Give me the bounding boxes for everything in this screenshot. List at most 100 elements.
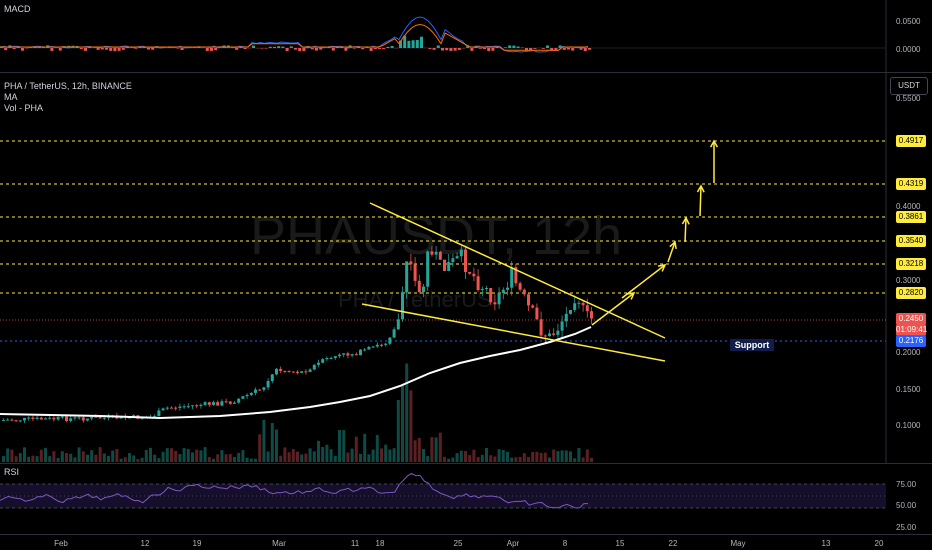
macd-histogram-bar bbox=[525, 48, 528, 51]
arrowhead-icon bbox=[709, 139, 719, 148]
macd-histogram-bar bbox=[285, 48, 289, 52]
macd-histogram-bar bbox=[550, 48, 554, 51]
macd-histogram-bar bbox=[260, 48, 264, 49]
candle bbox=[191, 405, 194, 407]
macd-histogram-bar bbox=[315, 48, 318, 51]
candle bbox=[216, 402, 220, 406]
volume-bar bbox=[31, 455, 35, 462]
time-axis[interactable]: Feb 12 19 Mar 11 18 25 Apr 8 15 22 May 13 20 bbox=[0, 535, 932, 550]
candle bbox=[254, 389, 257, 393]
symbol-title[interactable]: PHA / TetherUS, 12h, BINANCE bbox=[4, 81, 132, 91]
macd-histogram-bar bbox=[436, 45, 440, 48]
candle bbox=[426, 251, 430, 287]
volume-bar bbox=[296, 451, 299, 462]
volume-bar bbox=[102, 453, 106, 462]
level-tag: 0.3861 bbox=[896, 211, 926, 223]
projection-segment bbox=[684, 217, 687, 243]
volume-bar bbox=[321, 447, 325, 462]
candle bbox=[447, 261, 451, 271]
volume-bar bbox=[144, 449, 148, 462]
candle bbox=[501, 289, 505, 293]
candle bbox=[48, 417, 52, 419]
candle bbox=[577, 302, 581, 304]
volume-bar bbox=[581, 457, 585, 462]
wedge-upper-line[interactable] bbox=[369, 202, 666, 339]
macd-histogram-bar bbox=[205, 48, 209, 51]
volume-bar bbox=[342, 430, 346, 462]
volume-bar bbox=[279, 455, 283, 462]
macd-histogram-bar bbox=[151, 48, 155, 50]
macd-histogram-bar bbox=[289, 46, 293, 48]
macd-histogram-bar bbox=[180, 48, 184, 50]
macd-histogram-bar bbox=[369, 48, 373, 51]
macd-histogram-bar bbox=[558, 45, 562, 48]
candle bbox=[165, 407, 169, 409]
macd-histogram-bar bbox=[470, 48, 474, 51]
candle bbox=[94, 416, 98, 418]
candle bbox=[86, 418, 89, 421]
macd-histogram-bar bbox=[571, 48, 575, 51]
macd-histogram-bar bbox=[457, 48, 461, 50]
time-tick: Apr bbox=[507, 539, 520, 548]
candle bbox=[535, 307, 539, 320]
time-tick: 8 bbox=[563, 539, 568, 548]
macd-histogram-bar bbox=[352, 48, 356, 49]
macd-histogram-bar bbox=[50, 48, 54, 51]
candle bbox=[581, 302, 585, 306]
candle bbox=[81, 417, 85, 421]
macd-histogram-bar bbox=[508, 45, 512, 48]
volume-label[interactable]: Vol - PHA bbox=[4, 103, 44, 113]
volume-bar bbox=[388, 449, 392, 462]
ma-label[interactable]: MA bbox=[4, 92, 18, 102]
volume-bar bbox=[23, 447, 26, 462]
macd-histogram-bar bbox=[79, 48, 83, 50]
projection-arrows[interactable] bbox=[591, 139, 719, 326]
volume-bar bbox=[98, 447, 102, 462]
rsi-chart: 75.00 50.00 25.00 bbox=[0, 472, 917, 532]
wedge-lower-line[interactable] bbox=[361, 303, 666, 362]
volume-bar bbox=[291, 449, 295, 462]
candle bbox=[186, 406, 190, 408]
candle bbox=[27, 417, 31, 419]
candle bbox=[249, 392, 253, 395]
macd-histogram-bar bbox=[390, 45, 394, 48]
macd-chart: 0.0500 0.0000 bbox=[0, 16, 921, 54]
currency-selector[interactable]: USDT bbox=[890, 77, 928, 95]
macd-histogram-bar bbox=[441, 48, 444, 51]
candle bbox=[443, 259, 446, 271]
volume-bar bbox=[346, 452, 350, 462]
support-label[interactable]: Support bbox=[730, 339, 774, 351]
volume-bar bbox=[86, 454, 89, 462]
volume-bar bbox=[480, 454, 484, 462]
candle bbox=[291, 371, 295, 373]
volume-bar bbox=[199, 450, 203, 462]
candle bbox=[39, 417, 43, 420]
volume-bar bbox=[157, 458, 161, 462]
candle bbox=[23, 417, 26, 421]
macd-histogram-bar bbox=[382, 48, 386, 49]
candle bbox=[207, 402, 211, 405]
macd-label: MACD bbox=[4, 4, 31, 14]
candle bbox=[212, 402, 215, 405]
candle bbox=[333, 356, 337, 359]
macd-histogram-bar bbox=[310, 48, 314, 50]
candle bbox=[493, 302, 497, 305]
macd-histogram-bar bbox=[529, 48, 533, 51]
projection-segment bbox=[699, 185, 702, 217]
candle bbox=[14, 420, 18, 422]
volume-bar bbox=[254, 458, 257, 462]
macd-histogram-bar bbox=[277, 46, 281, 48]
macd-histogram-bar bbox=[96, 48, 100, 50]
candle bbox=[531, 305, 535, 308]
volume-bar bbox=[266, 451, 270, 462]
volume-bar bbox=[216, 454, 220, 462]
volume-bar bbox=[514, 457, 518, 462]
candle bbox=[18, 420, 22, 422]
macd-pane: MACD 0.0500 0.0000 bbox=[0, 0, 932, 72]
macd-histogram-bar bbox=[411, 40, 415, 48]
volume-bar bbox=[56, 457, 60, 462]
volume-bar bbox=[573, 458, 577, 462]
volume-bar bbox=[174, 450, 178, 462]
macd-histogram-bar bbox=[176, 48, 180, 49]
